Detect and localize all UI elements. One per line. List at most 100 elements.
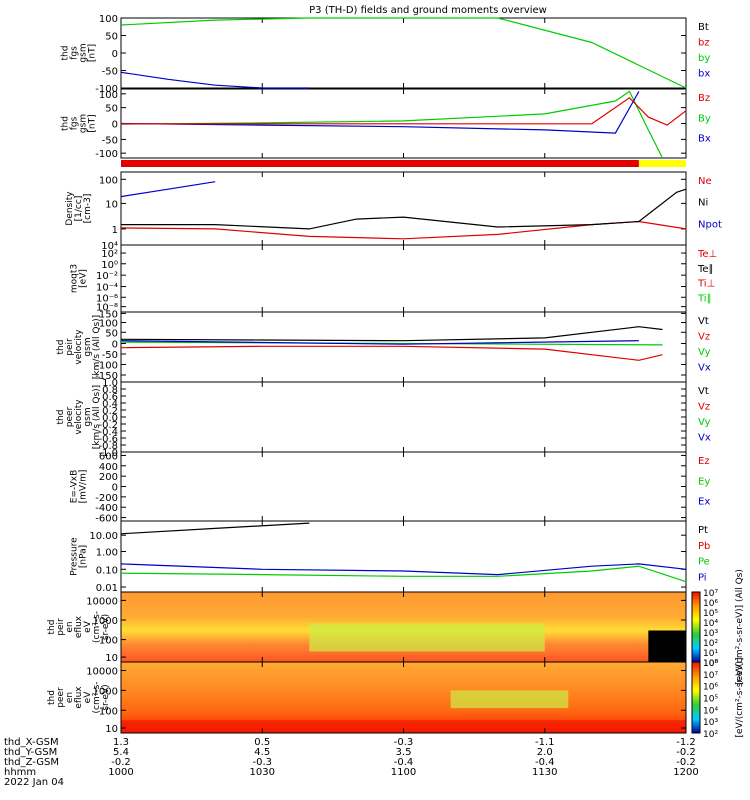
y-tick-label: 100 (99, 90, 118, 101)
y-tick-label: -400 (95, 503, 118, 514)
x-row-label: thd_Y-GSM (4, 747, 57, 758)
colorbar-tick-label: 10⁸ (703, 659, 718, 669)
y-tick-label: 100 (99, 636, 118, 647)
colorbar-label-text: [eV/(cm²-s-sr-eV)] (735, 657, 745, 737)
y-axis-label-line: sr-eV) (101, 614, 111, 640)
y-axis-label-line: velocity (74, 329, 84, 365)
legend-entry: Te∥ (697, 264, 714, 275)
legend-entry: Ti⊥ (697, 279, 715, 290)
series-line-fgs-gsm-2-Bx (120, 91, 640, 134)
y-axis-label: thd peir en eflux eV (cm²-s-sr-eV) (47, 611, 111, 643)
x-row-label: 2022 Jan 04 (4, 777, 64, 788)
panel-peir-eflux: 10000 1000 100 10 thd peir en eflux eV (cm²-s-sr-… (47, 591, 687, 664)
y-axis-label: thd peer en eflux eV (cm²-s-sr-eV) (47, 681, 111, 713)
y-tick-label: 1.0 (102, 378, 118, 389)
colorbar (691, 661, 701, 734)
legend-entry: Ni (698, 198, 708, 209)
panel-frame (120, 451, 687, 522)
legend-entry: bx (698, 69, 710, 80)
series-line-density-Npot (120, 181, 216, 198)
colorbar-tick-label: 10⁴ (703, 619, 718, 629)
x-column-value: -0.3 (394, 737, 414, 748)
y-axis-label-line: thd (56, 410, 66, 425)
y-tick-label: -50 (102, 135, 118, 146)
y-axis-label-line: thd (56, 340, 66, 355)
y-axis-label-line: (cm²-s- (92, 611, 102, 643)
y-axis-label-line: [mV/m] (79, 470, 89, 504)
y-tick-label: -100 (95, 361, 118, 372)
colorbar-label: [eV/(cm²-s-sr-eV)] (735, 657, 745, 737)
y-axis-label-line: [nT] (88, 114, 98, 132)
colorbar-tick-label: 10⁵ (703, 695, 718, 705)
legend-entry: Ez (698, 456, 710, 467)
y-tick-label: 1000 (93, 616, 118, 627)
y-axis-label-line: sr-eV) (101, 684, 111, 710)
y-axis-label-line: moqt3 (70, 264, 80, 293)
y-axis-label-line: E=-VxB (70, 470, 80, 504)
y-axis-label: E=-VxB [mV/m] (70, 470, 89, 504)
panel-density: 100 10 1 Density [1/cc] [cm-3] Ne Ni Npot (65, 171, 722, 246)
x-column-value: -1.2 (676, 737, 696, 748)
x-column-value: -0.2 (676, 757, 696, 768)
series-line-peir-velocity-Vx (120, 340, 639, 345)
spectrogram-band (309, 623, 545, 652)
legend-entry: Pt (698, 525, 708, 536)
y-axis-label-line: [km/s (All Qs)] (92, 315, 102, 379)
colorbar-tick-label: 10⁶ (703, 599, 718, 609)
legend-entry: Ey (698, 476, 710, 487)
x-column-value: 5.4 (113, 747, 129, 758)
series-line-pressure-Pi (120, 563, 687, 576)
series-line-density-Ni (121, 188, 687, 230)
x-column-value: 2.0 (537, 747, 553, 758)
x-column-value: -0.2 (111, 757, 131, 768)
y-axis-label-line: Pressure (70, 537, 80, 576)
y-tick-label: 0.4 (102, 399, 118, 410)
x-row-label: hhmm (4, 767, 36, 778)
y-axis-label-line: velocity (74, 399, 84, 435)
y-tick-label: 1000 (93, 686, 118, 697)
y-tick-label: 50 (105, 328, 118, 339)
y-tick-label: 50 (105, 104, 118, 115)
legend-entry: Bz (698, 93, 710, 104)
x-row-label: thd_Z-GSM (4, 757, 59, 768)
y-axis-label-line: eV (83, 691, 93, 704)
y-axis-label: thd peir velocity gsm [km/s (All Qs)] (56, 315, 102, 379)
colorbar-label: [eV/(cm²-s-sr-eV)] (All Qs) (735, 569, 745, 685)
legend-entry: Vx (698, 363, 711, 374)
spectrogram-band (450, 690, 569, 709)
legend-entry: By (698, 113, 711, 124)
y-axis-label: thd fgs gsm [nT] (61, 114, 98, 133)
y-tick-label: -0.2 (98, 420, 118, 431)
x-column-value: 1100 (391, 767, 416, 778)
legend-entry: bz (698, 38, 710, 49)
y-tick-label: -0.6 (98, 434, 118, 445)
colorbar-tick-label: 10⁴ (703, 706, 718, 716)
y-tick-label: 100 (99, 175, 118, 186)
y-tick-label: -200 (95, 493, 118, 504)
colorbar-tick-label: 10² (703, 730, 718, 740)
flag-bar (638, 160, 686, 167)
y-axis-label-line: fgs (70, 116, 80, 130)
y-tick-label: 10000 (86, 596, 118, 607)
y-axis-label: moqt3 [eV] (70, 264, 89, 293)
y-tick-label: 0 (112, 340, 118, 351)
legend-entry: Npot (698, 219, 722, 230)
y-tick-label: 10⁰ (101, 260, 118, 271)
y-tick-label: 0 (112, 483, 118, 494)
colorbar-tick-label: 10³ (703, 718, 718, 728)
y-tick-label: 0.2 (102, 406, 118, 417)
legend-entry: Pe (698, 557, 710, 568)
y-tick-label: 1.00 (96, 548, 118, 559)
y-axis-label: Density [1/cc] [cm-3] (65, 191, 93, 226)
y-tick-label: 0.10 (96, 565, 118, 576)
y-tick-label: 10⁻⁶ (96, 293, 118, 304)
colorbar-tick-label: 10⁷ (703, 671, 718, 681)
y-axis-label-line: fgs (70, 46, 80, 60)
legend-entry: Ti∥ (697, 293, 712, 304)
y-tick-label: -150 (95, 371, 118, 382)
series-line-peir-velocity-Vy (120, 341, 663, 346)
